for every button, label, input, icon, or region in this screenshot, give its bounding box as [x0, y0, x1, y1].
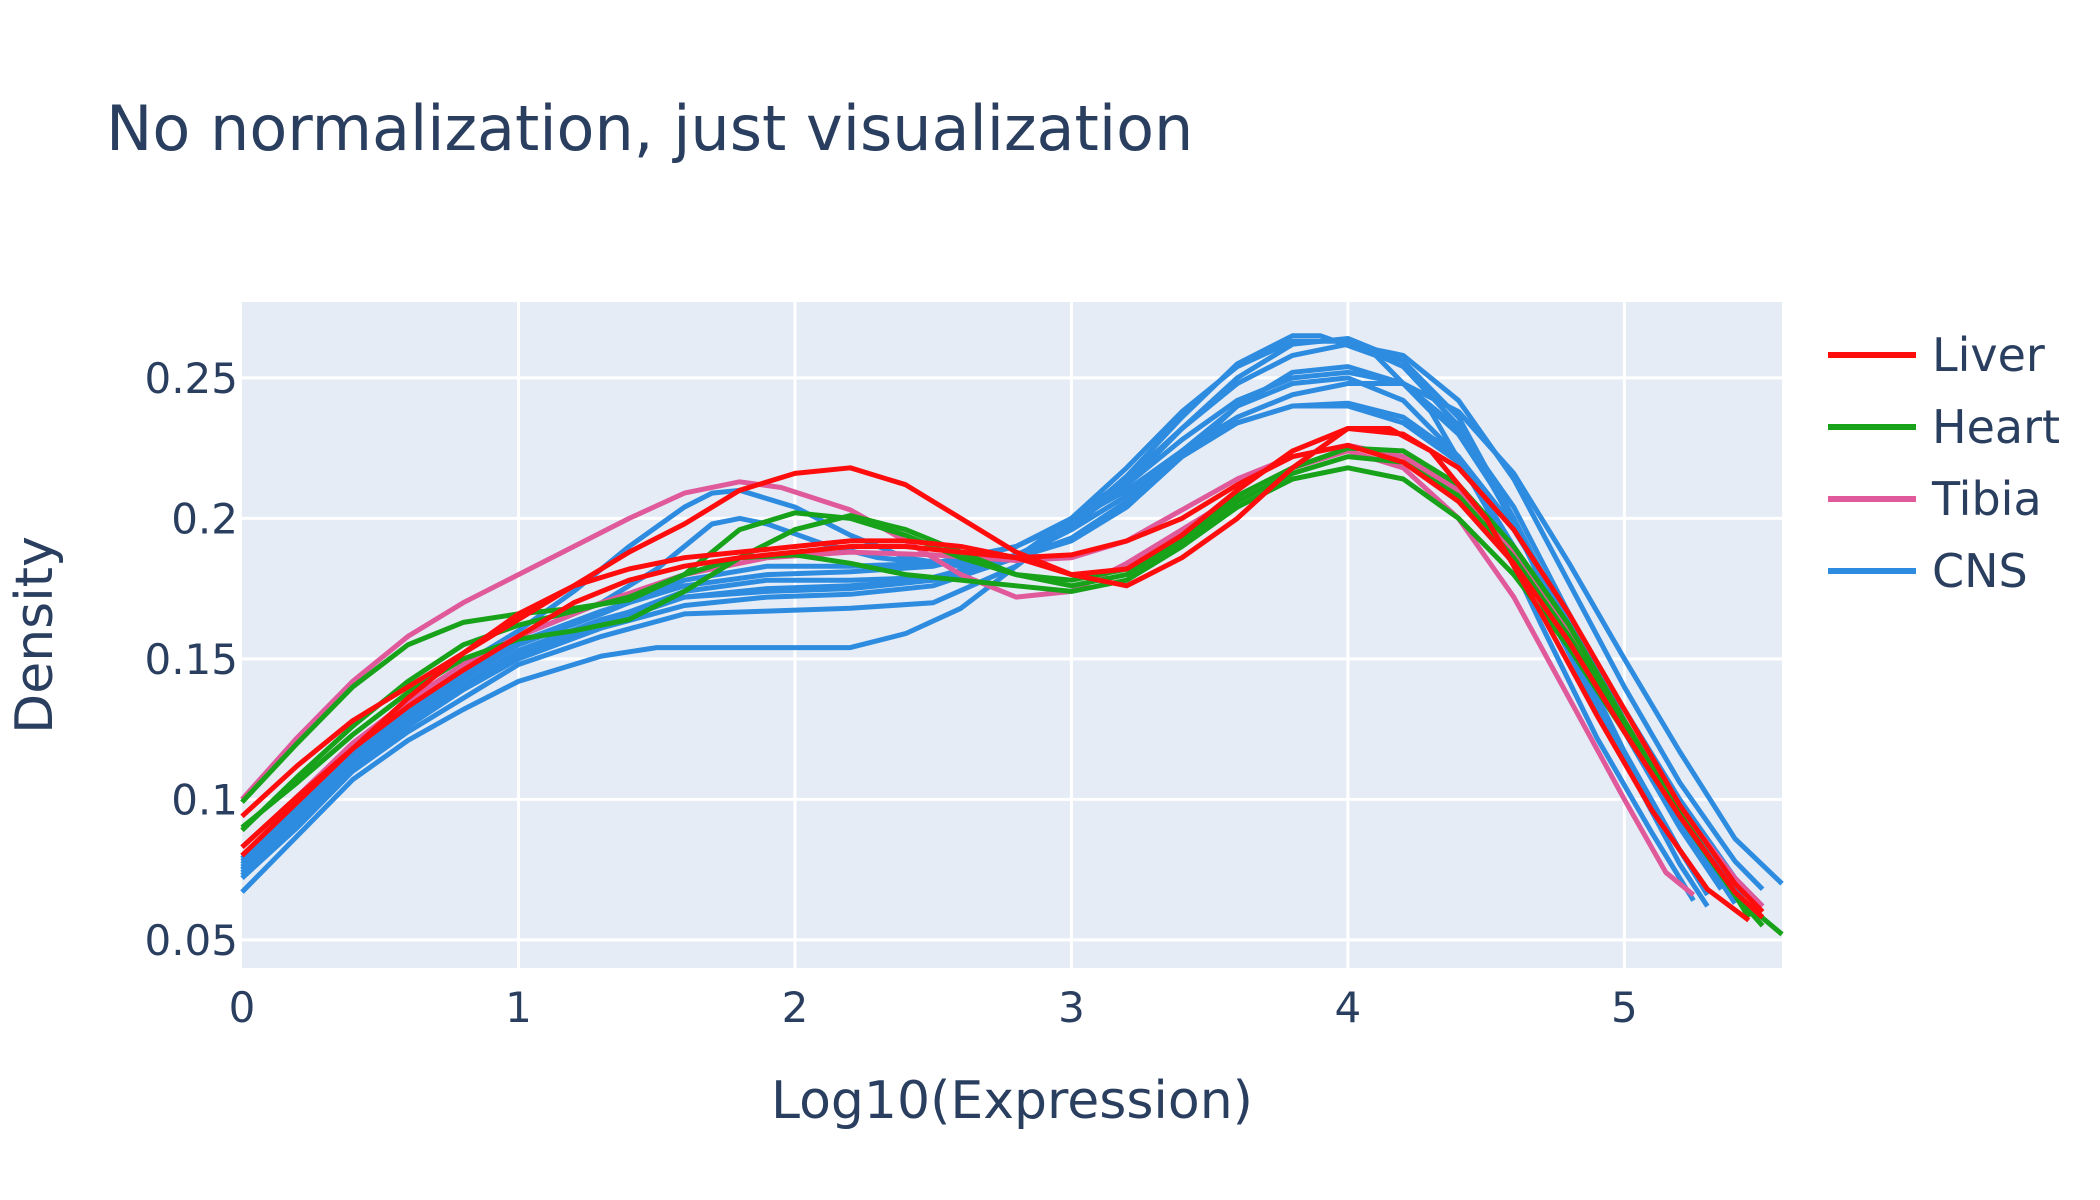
series-line-liver	[240, 426, 1765, 914]
y-axis-title: Density	[5, 536, 65, 734]
x-tick-label: 2	[782, 983, 809, 1032]
y-tick-label: 0.2	[171, 494, 238, 543]
legend-item-liver[interactable]: Liver	[1828, 328, 2045, 382]
x-tick-label: 4	[1335, 983, 1362, 1032]
legend-label: CNS	[1932, 544, 2028, 598]
x-tick-label: 0	[229, 983, 256, 1032]
legend-label: Tibia	[1931, 472, 2042, 526]
series-lines	[240, 333, 1784, 937]
series-line-cns	[240, 403, 1765, 908]
series-line-tibia	[240, 448, 1696, 897]
legend[interactable]: Liver Heart Tibia CNS	[1828, 328, 2060, 598]
y-tick-label: 0.1	[171, 775, 238, 824]
legend-item-tibia[interactable]: Tibia	[1828, 472, 2042, 526]
series-line-cns	[240, 381, 1784, 886]
legend-item-heart[interactable]: Heart	[1828, 400, 2060, 454]
x-tick-label: 1	[505, 983, 532, 1032]
y-tick-label: 0.05	[144, 916, 238, 965]
y-tick-label: 0.25	[144, 354, 238, 403]
chart-title: No normalization, just visualization	[106, 92, 1193, 165]
x-tick-label: 3	[1058, 983, 1085, 1032]
series-line-cns	[240, 338, 1710, 897]
legend-label: Liver	[1932, 328, 2045, 382]
x-tick-label: 5	[1611, 983, 1638, 1032]
x-axis-title: Log10(Expression)	[771, 1071, 1253, 1131]
plot-area	[242, 302, 1782, 968]
y-tick-label: 0.15	[144, 635, 238, 684]
legend-item-cns[interactable]: CNS	[1828, 544, 2028, 598]
legend-label: Heart	[1932, 400, 2060, 454]
tick-labels: 0 1 2 3 4 5 0.05 0.1 0.15 0.2 0.25	[144, 354, 1637, 1032]
